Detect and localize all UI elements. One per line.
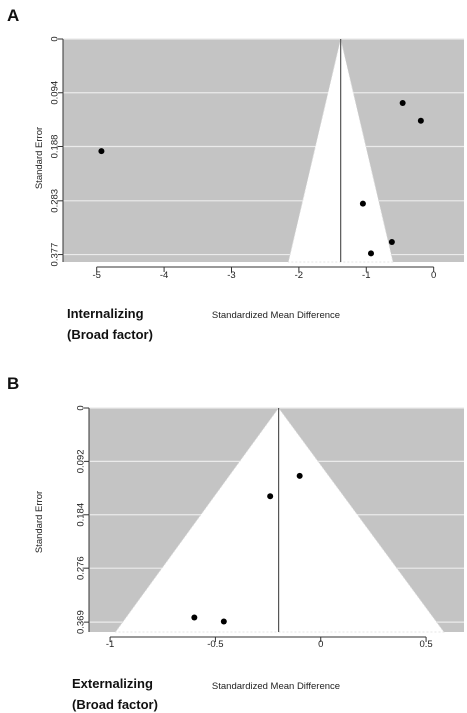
x-tick-label-b-1: -0.5 [207, 639, 223, 650]
plot-area-a [63, 39, 464, 262]
factor-label-a-line2: (Broad factor) [67, 327, 153, 342]
y-tick-label-b-0: 0 [76, 405, 87, 410]
x-tick-label-a-4: -1 [362, 270, 370, 281]
y-tick-label-a-1: 0.094 [50, 81, 61, 105]
x-tick-label-b-2: 0 [318, 639, 323, 650]
study-point-a-4 [388, 238, 395, 245]
x-tick-label-b-3: 0.5 [419, 639, 432, 650]
x-tick-label-a-0: -5 [92, 270, 100, 281]
y-tick-label-a-3: 0.283 [50, 189, 61, 213]
y-tick-label-a-2: 0.188 [50, 135, 61, 159]
x-axis-title-b: Standardized Mean Difference [212, 681, 340, 692]
study-point-a-2 [417, 117, 424, 124]
y-axis-title-b: Standard Error [34, 491, 45, 553]
x-tick-label-a-1: -4 [160, 270, 168, 281]
study-point-a-3 [359, 200, 366, 207]
y-tick-label-b-2: 0.184 [76, 503, 87, 527]
study-point-a-0 [98, 148, 105, 155]
study-point-b-0 [296, 472, 303, 479]
funnel-region-b [114, 407, 445, 633]
y-tick-label-b-4: 0.369 [76, 610, 87, 634]
factor-label-b-line1: Externalizing [72, 676, 153, 691]
y-tick-label-a-0: 0 [50, 36, 61, 41]
x-tick-label-a-2: -3 [227, 270, 235, 281]
x-tick-label-b-0: -1 [106, 639, 114, 650]
study-point-b-1 [267, 493, 274, 500]
y-tick-label-b-3: 0.276 [76, 556, 87, 580]
factor-label-b-line2: (Broad factor) [72, 697, 158, 712]
factor-label-a-line1: Internalizing [67, 306, 144, 321]
y-axis-title-a: Standard Error [34, 127, 45, 189]
y-tick-label-b-1: 0.092 [76, 449, 87, 473]
funnel-plot-panel-a: A 0 0.094 0.188 0.283 0.377 -5 -4 -3 -2 -1 0 Stand… [7, 6, 464, 342]
panel-letter-a: A [7, 6, 19, 25]
x-axis-title-a: Standardized Mean Difference [212, 310, 340, 321]
x-tick-label-a-5: 0 [431, 270, 436, 281]
y-tick-label-a-4: 0.377 [50, 243, 61, 267]
funnel-plot-panel-b: B 0 0.092 0.184 0.276 0.369 -1 -0.5 0 0.5 Standa… [7, 374, 464, 712]
x-tick-label-a-3: -2 [295, 270, 303, 281]
study-point-b-3 [220, 618, 227, 625]
study-point-b-2 [191, 614, 198, 621]
panel-letter-b: B [7, 374, 19, 393]
study-point-a-1 [399, 100, 406, 107]
study-point-a-5 [367, 250, 374, 257]
